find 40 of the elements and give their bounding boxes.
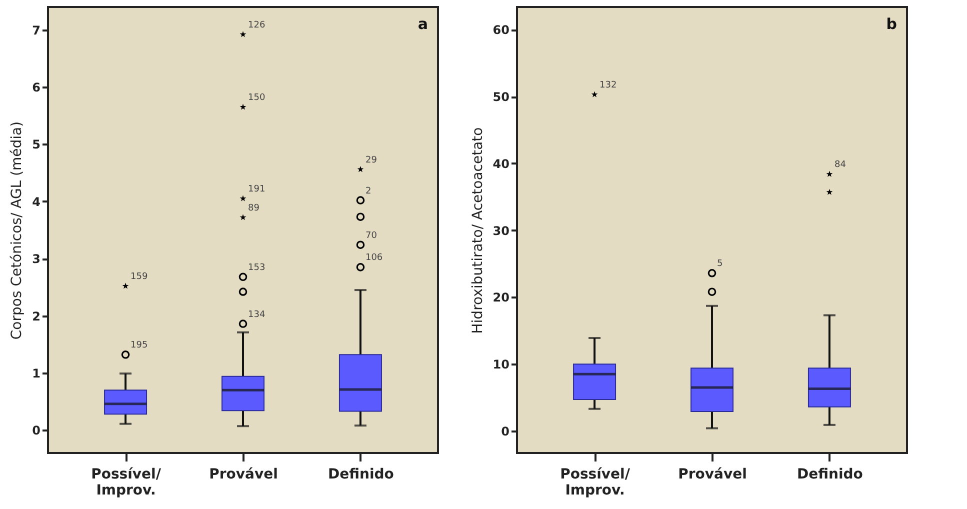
y-tick-label: 4 xyxy=(32,194,40,209)
annotation: 134 xyxy=(248,310,266,320)
x-tick-label: Definido xyxy=(328,466,394,482)
y-axis-title: Corpos Cetónicos/ AGL (média) xyxy=(9,121,26,340)
annotation: 2 xyxy=(365,186,372,196)
y-tick-label: 30 xyxy=(492,224,510,238)
y-tick-label: 10 xyxy=(492,358,510,372)
x-tick-label: Definido xyxy=(797,466,864,482)
y-tick-label: 20 xyxy=(492,290,510,305)
annotation: 191 xyxy=(248,184,266,195)
annotation: 153 xyxy=(248,262,266,273)
x-tick-label: Possível/ Improv. xyxy=(91,466,162,498)
annotation: 159 xyxy=(130,272,148,282)
y-tick-label: 5 xyxy=(32,138,40,152)
annotation: a xyxy=(418,15,428,33)
y-axis-title: Hidroxibutirato/ Acetoacetato xyxy=(470,127,486,334)
y-tick-label: 7 xyxy=(32,23,40,38)
y-tick-label: 2 xyxy=(32,309,40,324)
y-tick-label: 3 xyxy=(32,252,40,266)
annotation: 89 xyxy=(248,203,260,214)
annotation: 195 xyxy=(130,340,148,351)
annotation: 29 xyxy=(365,155,378,166)
annotation: 150 xyxy=(248,93,266,104)
x-tick-label: Provável xyxy=(209,466,278,482)
x-tick-label: Possível/ Improv. xyxy=(560,466,631,498)
y-tick-label: 0 xyxy=(501,424,510,438)
y-tick-label: 6 xyxy=(32,80,40,95)
annotation: b xyxy=(886,15,898,33)
annotation: 84 xyxy=(834,160,846,170)
x-tick-label: Provável xyxy=(678,466,747,482)
annotation: 70 xyxy=(365,230,378,241)
annotation: 106 xyxy=(365,253,383,264)
annotation: 126 xyxy=(248,20,266,30)
y-tick-label: 50 xyxy=(492,90,510,104)
annotation: 132 xyxy=(600,80,617,91)
y-tick-label: 60 xyxy=(492,23,510,38)
annotation: 5 xyxy=(717,259,723,270)
y-tick-label: 0 xyxy=(32,424,40,438)
y-tick-label: 40 xyxy=(492,156,510,171)
y-tick-label: 1 xyxy=(32,366,40,380)
